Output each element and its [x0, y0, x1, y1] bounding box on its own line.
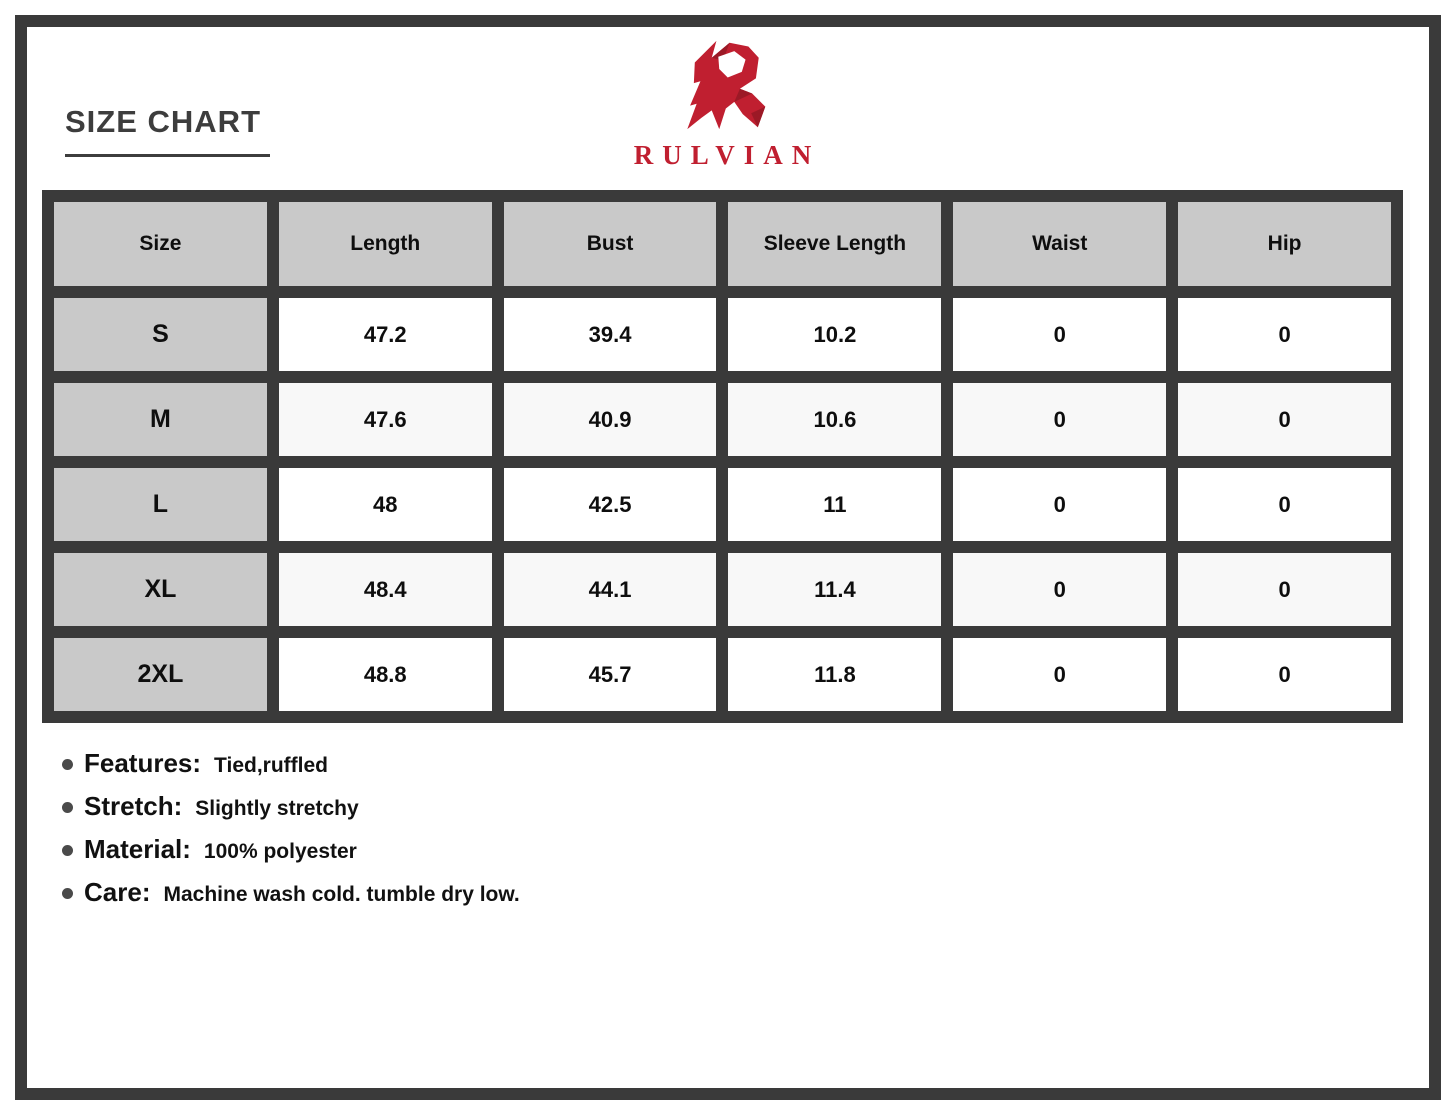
table-row-s: S 47.2 39.4 10.2 0 0	[42, 286, 1403, 383]
table-cell: 44.1	[491, 541, 729, 638]
table-cell: 0	[941, 286, 1179, 383]
detail-label: Care:	[84, 877, 151, 907]
table-cell: 0	[1166, 541, 1403, 638]
detail-item-material: Material: 100% polyester	[62, 834, 520, 866]
table-cell: 0	[1166, 286, 1403, 383]
table-cell: 10.6	[716, 371, 954, 468]
detail-item-features: Features: Tied,ruffled	[62, 748, 520, 780]
size-chart-table: Size Length Bust Sleeve Length Waist Hip…	[42, 190, 1403, 723]
table-cell: 48.4	[266, 541, 504, 638]
column-header-hip: Hip	[1166, 190, 1403, 298]
size-cell: L	[42, 456, 279, 553]
bullet-dot-icon	[62, 887, 73, 899]
title-block: SIZE CHART	[65, 104, 270, 157]
table-cell: 0	[1166, 371, 1403, 468]
table-cell: 47.6	[266, 371, 504, 468]
table-cell: 0	[1166, 456, 1403, 553]
table-cell: 45.7	[491, 626, 729, 723]
table-cell: 0	[941, 541, 1179, 638]
brand-logo: RULVIAN	[0, 36, 1445, 171]
detail-value: Tied,ruffled	[214, 754, 328, 777]
table-row-m: M 47.6 40.9 10.6 0 0	[42, 371, 1403, 468]
table-row-2xl: 2XL 48.8 45.7 11.8 0 0	[42, 626, 1403, 723]
bullet-dot-icon	[62, 844, 73, 856]
column-header-sleeve-length: Sleeve Length	[716, 190, 954, 298]
table-cell: 11.4	[716, 541, 954, 638]
table-header-row: Size Length Bust Sleeve Length Waist Hip	[42, 190, 1403, 298]
table-cell: 0	[941, 456, 1179, 553]
size-cell: M	[42, 371, 279, 468]
size-cell: S	[42, 286, 279, 383]
table-cell: 0	[941, 371, 1179, 468]
brand-name: RULVIAN	[633, 140, 821, 170]
detail-item-stretch: Stretch: Slightly stretchy	[62, 791, 520, 823]
table-row-xl: XL 48.4 44.1 11.4 0 0	[42, 541, 1403, 638]
column-header-length: Length	[266, 190, 504, 298]
page-title: SIZE CHART	[65, 104, 261, 139]
detail-label: Stretch:	[84, 791, 183, 821]
bullet-dot-icon	[62, 801, 73, 813]
table-cell: 48.8	[266, 626, 504, 723]
detail-label: Features:	[84, 748, 202, 778]
size-cell: 2XL	[42, 626, 279, 723]
table-cell: 39.4	[491, 286, 729, 383]
product-details-list: Features: Tied,ruffled Stretch: Slightly…	[62, 748, 520, 920]
table-cell: 47.2	[266, 286, 504, 383]
table-cell: 0	[1166, 626, 1403, 723]
table-cell: 40.9	[491, 371, 729, 468]
column-header-bust: Bust	[491, 190, 729, 298]
bullet-dot-icon	[62, 758, 73, 770]
title-underline	[65, 154, 270, 157]
detail-label: Material:	[84, 834, 191, 864]
table-cell: 10.2	[716, 286, 954, 383]
table-cell: 48	[266, 456, 504, 553]
table-cell: 0	[941, 626, 1179, 723]
table-cell: 11.8	[716, 626, 954, 723]
table-cell: 42.5	[491, 456, 729, 553]
column-header-waist: Waist	[941, 190, 1179, 298]
column-header-size: Size	[42, 190, 279, 298]
detail-value: Slightly stretchy	[195, 797, 359, 820]
size-cell: XL	[42, 541, 279, 638]
table-row-l: L 48 42.5 11 0 0	[42, 456, 1403, 553]
table-cell: 11	[716, 456, 954, 553]
detail-value: 100% polyester	[203, 840, 357, 863]
detail-value: Machine wash cold. tumble dry low.	[163, 883, 520, 906]
brand-logo-icon	[686, 40, 765, 130]
detail-item-care: Care: Machine wash cold. tumble dry low.	[62, 877, 520, 909]
